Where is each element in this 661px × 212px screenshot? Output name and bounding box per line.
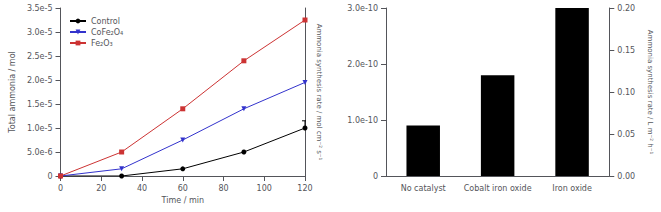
svg-text:60: 60 — [178, 184, 188, 193]
svg-text:CoFe₂O₄: CoFe₂O₄ — [91, 28, 123, 37]
svg-text:1.5e-5: 1.5e-5 — [27, 100, 53, 109]
svg-text:Fe₂O₃: Fe₂O₃ — [91, 39, 113, 48]
svg-text:Ammonia synthesis rate / mol c: Ammonia synthesis rate / mol cm⁻² s⁻¹ — [315, 24, 323, 161]
svg-text:0: 0 — [373, 172, 378, 181]
svg-text:1.0e-5: 1.0e-5 — [27, 124, 53, 133]
svg-text:20: 20 — [96, 184, 106, 193]
svg-text:3.0e-5: 3.0e-5 — [27, 28, 53, 37]
svg-text:Ammonia synthesis rate / L m⁻²: Ammonia synthesis rate / L m⁻² h⁻¹ — [646, 30, 654, 155]
svg-text:Time / min: Time / min — [161, 196, 204, 205]
svg-text:100: 100 — [257, 184, 272, 193]
svg-text:Control: Control — [91, 17, 120, 26]
svg-text:0.20: 0.20 — [617, 4, 635, 13]
svg-text:0: 0 — [47, 172, 52, 181]
svg-text:5.0e-6: 5.0e-6 — [27, 148, 53, 157]
svg-text:0.10: 0.10 — [617, 88, 635, 97]
svg-text:0.00: 0.00 — [617, 172, 635, 181]
svg-text:40: 40 — [137, 184, 147, 193]
svg-text:1.0e-10: 1.0e-10 — [347, 116, 378, 125]
svg-text:120: 120 — [297, 184, 312, 193]
svg-text:2.0e-5: 2.0e-5 — [27, 76, 53, 85]
svg-text:Total ammonia / mol: Total ammonia / mol — [8, 51, 17, 134]
svg-text:2.0e-10: 2.0e-10 — [347, 60, 378, 69]
svg-text:0.15: 0.15 — [617, 46, 635, 55]
svg-text:Iron oxide: Iron oxide — [552, 184, 592, 193]
svg-text:3.0e-10: 3.0e-10 — [347, 4, 378, 13]
svg-text:No catalyst: No catalyst — [401, 184, 446, 193]
svg-text:0: 0 — [58, 184, 63, 193]
svg-text:3.5e-5: 3.5e-5 — [27, 4, 53, 13]
svg-text:Cobalt iron oxide: Cobalt iron oxide — [464, 184, 532, 193]
svg-text:0.05: 0.05 — [617, 130, 635, 139]
svg-text:80: 80 — [218, 184, 228, 193]
svg-text:2.5e-5: 2.5e-5 — [27, 52, 53, 61]
